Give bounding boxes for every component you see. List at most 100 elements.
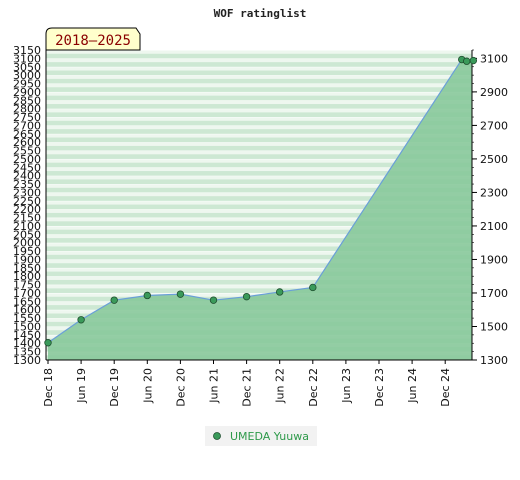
data-point: [110, 296, 118, 304]
y-left-tick-label: 2700: [13, 119, 41, 132]
band-shade: [46, 279, 472, 285]
y-left-tick-label: 2300: [13, 186, 41, 199]
band-shade: [46, 129, 472, 134]
y-left-tick-label: 2450: [13, 161, 41, 174]
period-badge-text: 2018–2025: [55, 33, 131, 49]
y-left-tick-label: 1750: [13, 279, 41, 292]
x-tick-label: Dec 19: [108, 368, 121, 407]
axes: [45, 50, 473, 361]
y-axis-left-labels: 1300135014001450150015501600165017001750…: [13, 44, 41, 367]
band-shade: [46, 78, 472, 84]
x-tick-label: Jun 23: [340, 368, 353, 404]
y-left-tick-label: 3150: [13, 44, 41, 57]
x-tick-label: Dec 21: [241, 368, 254, 407]
data-point: [77, 316, 85, 324]
y-left-tick-label: 1550: [13, 312, 41, 325]
x-tick-label: Jun 21: [208, 368, 221, 404]
band-shade: [46, 212, 472, 218]
band-shade: [46, 162, 472, 168]
band-shade: [46, 62, 472, 67]
period-badge: 2018–2025: [45, 27, 141, 51]
y-left-tick-label: 1300: [13, 354, 41, 367]
y-left-tick-label: 2200: [13, 203, 41, 216]
y-left-tick-label: 1700: [13, 287, 41, 300]
data-point: [209, 296, 218, 304]
data-point: [143, 291, 151, 300]
y-right-tick-label: 2900: [480, 86, 508, 99]
y-left-tick-label: 1800: [13, 270, 41, 283]
x-tick-label: Dec 22: [307, 368, 320, 407]
y-left-tick-label: 1950: [13, 245, 41, 258]
data-point: [463, 57, 471, 65]
y-left-tick-label: 1850: [13, 262, 41, 275]
y-left-tick-label: 3100: [13, 52, 41, 65]
y-left-tick-label: 1450: [13, 329, 41, 342]
band-shade: [46, 70, 472, 76]
x-tick-label: Dec 23: [373, 368, 386, 407]
band-shade: [46, 137, 472, 143]
y-left-tick-label: 2250: [13, 195, 41, 208]
y-left-tick-label: 1900: [13, 253, 41, 266]
y-left-tick-label: 2150: [13, 212, 41, 225]
x-tick-label: Jun 19: [75, 368, 88, 404]
y-left-tick-label: 2650: [13, 128, 41, 141]
y-right-tick-label: 2500: [480, 153, 508, 166]
y-left-tick-label: 1500: [13, 320, 41, 333]
y-left-tick-label: 3000: [13, 69, 41, 82]
band-shade: [46, 263, 472, 268]
band-shade: [46, 87, 472, 92]
y-right-tick-label: 2700: [480, 119, 508, 132]
y-left-tick-label: 1350: [13, 346, 41, 359]
data-markers: [44, 55, 478, 347]
band-shade: [46, 271, 472, 277]
x-tick-label: Jun 20: [141, 368, 154, 404]
band-shade: [46, 53, 472, 59]
y-left-tick-label: 2600: [13, 136, 41, 149]
band-shade: [46, 254, 472, 260]
y-left-tick-label: 1400: [13, 337, 41, 350]
legend-marker: [213, 432, 221, 440]
y-left-tick-label: 1600: [13, 304, 41, 317]
y-right-tick-label: 3100: [480, 52, 508, 65]
y-left-tick-label: 2800: [13, 103, 41, 116]
y-right-tick-label: 2100: [480, 220, 508, 233]
data-point: [242, 292, 251, 301]
data-point: [44, 339, 52, 347]
band-shade: [46, 221, 472, 226]
y-left-tick-label: 1650: [13, 295, 41, 308]
band-shade: [46, 95, 472, 101]
legend: UMEDA Yuuwa: [205, 426, 317, 446]
band-shade: [46, 179, 472, 185]
y-left-tick-label: 2500: [13, 153, 41, 166]
band-shade: [46, 112, 472, 118]
y-right-tick-label: 1500: [480, 320, 508, 333]
y-left-tick-label: 2400: [13, 170, 41, 183]
x-tick-label: Dec 24: [439, 368, 452, 407]
y-left-tick-label: 3050: [13, 61, 41, 74]
y-left-tick-label: 2100: [13, 220, 41, 233]
band-shade: [46, 104, 472, 109]
y-left-tick-label: 2000: [13, 237, 41, 250]
band-shade: [46, 154, 472, 159]
band-shade: [46, 204, 472, 210]
y-right-tick-label: 1700: [480, 287, 508, 300]
y-right-tick-label: 2300: [480, 186, 508, 199]
data-point: [309, 283, 317, 292]
x-tick-label: Dec 20: [174, 368, 187, 407]
band-shade: [46, 187, 472, 193]
y-left-tick-label: 2550: [13, 145, 41, 158]
y-left-tick-label: 2900: [13, 86, 41, 99]
y-right-tick-label: 1300: [480, 354, 508, 367]
y-right-tick-label: 1900: [480, 253, 508, 266]
legend-series-name: UMEDA Yuuwa: [230, 430, 309, 443]
y-left-tick-label: 2950: [13, 78, 41, 91]
x-tick-label: Jun 24: [406, 368, 419, 404]
band-shade: [46, 171, 472, 176]
y-left-tick-label: 2350: [13, 178, 41, 191]
band-shade: [46, 288, 472, 293]
area-fill: [48, 59, 472, 360]
chart-title: WOF ratinglist: [214, 7, 307, 20]
y-axis-right-labels: 1300 1500 1700 1900 2100 2300 2500 2700 2900 3100: [472, 49, 508, 367]
x-tick-label: Jun 22: [274, 368, 287, 404]
